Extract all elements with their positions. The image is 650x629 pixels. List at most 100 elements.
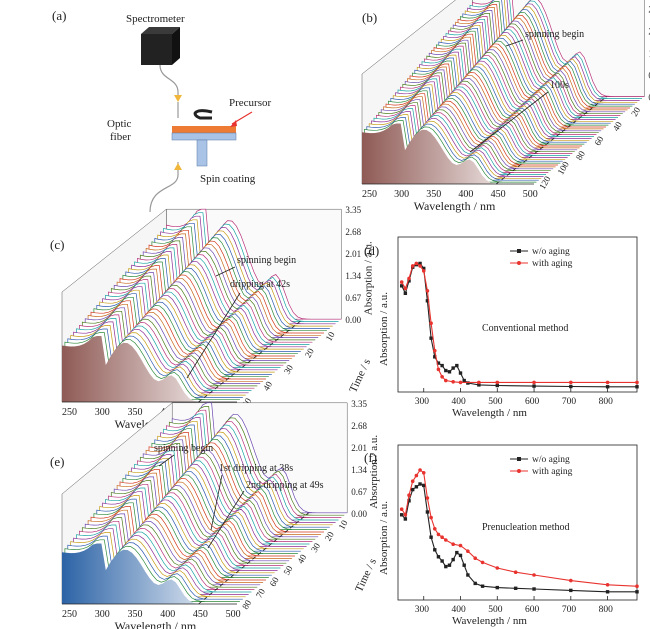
t-tick-label: 10 [336, 518, 349, 531]
annotation: 2nd dripping at 49s [246, 480, 324, 491]
data-point [422, 483, 426, 488]
data-point [403, 286, 408, 291]
x-tick-label: 400 [160, 609, 175, 620]
y-tick-label: 3.35 [351, 399, 367, 409]
data-point [451, 557, 455, 562]
spin-shaft [196, 139, 208, 167]
precursor-pointer-head [230, 120, 237, 127]
legend-label: with aging [532, 259, 573, 269]
annotation: spinning begin [154, 443, 213, 454]
panel-d-method: Conventional method [482, 323, 568, 334]
data-point [410, 479, 415, 484]
data-point [462, 563, 466, 567]
data-point [458, 371, 463, 375]
data-point [414, 485, 419, 489]
annotation-pointer [210, 474, 223, 531]
panel-d-ylabel: Absorption / a.u. [378, 292, 390, 366]
data-point [432, 348, 437, 353]
data-point [605, 583, 610, 587]
x-tick-label: 800 [599, 397, 614, 407]
data-point [403, 291, 408, 296]
panel-f-ylabel: Absorption / a.u. [378, 501, 390, 575]
legend-label: w/o aging [532, 455, 570, 465]
y-tick-label: 0.67 [345, 293, 361, 303]
data-point [440, 363, 444, 368]
annotation-pointer [505, 39, 524, 47]
y-tick-label: 0.67 [648, 71, 650, 81]
x-tick-label: 700 [562, 397, 577, 407]
data-point [399, 507, 404, 512]
data-point [429, 336, 433, 340]
t-tick-label: 60 [592, 134, 605, 147]
data-point [421, 269, 426, 273]
front-spectrum-fill [362, 123, 534, 184]
y-tick-label: 2.68 [648, 5, 650, 15]
data-point [480, 584, 485, 588]
data-point [477, 380, 481, 385]
data-point [433, 548, 437, 552]
panel-d-label: (d) [364, 243, 379, 258]
y-tick-label: 2.01 [648, 27, 650, 37]
panel-e-label: (e) [50, 454, 64, 469]
x-axis-label: Wavelength / nm [115, 619, 197, 629]
y-tick-label: 0.00 [648, 93, 650, 103]
x-tick-label: 350 [127, 407, 142, 418]
x-tick-label: 600 [525, 397, 540, 407]
t-tick-label: 50 [281, 564, 294, 577]
panel-c-label: (c) [50, 237, 64, 252]
t-tick-label: 40 [295, 552, 308, 565]
data-point [444, 368, 448, 373]
data-point [399, 280, 404, 284]
data-point [477, 383, 481, 387]
annotation: 100s [550, 80, 569, 91]
x-tick-label: 600 [525, 605, 540, 615]
x-tick-label: 800 [599, 605, 614, 615]
data-point [455, 363, 459, 368]
t-tick-label: 20 [323, 529, 336, 542]
data-point [407, 276, 411, 281]
legend-label: w/o aging [532, 247, 570, 257]
spin-table [171, 132, 237, 141]
panel-a-label: (a) [52, 8, 66, 23]
x-tick-label: 300 [415, 397, 430, 407]
data-point [495, 566, 500, 570]
spectrometer-label: Spectrometer [126, 13, 185, 25]
data-point [436, 367, 441, 372]
t-tick-label: 10 [324, 330, 337, 343]
data-point [407, 499, 411, 503]
y-axis-label: Absorption / a.u. [368, 435, 380, 509]
annotation-pointer [158, 454, 175, 467]
panel-d: (d) Conventional method Wavelength / nm … [364, 236, 638, 419]
panel-f-label: (f) [364, 450, 377, 465]
y-tick-label: 2.01 [351, 443, 367, 453]
data-point [462, 378, 466, 383]
data-point [403, 513, 408, 517]
data-point [418, 261, 422, 266]
spin-coating-label: Spin coating [200, 173, 256, 185]
front-spectrum-fill [62, 543, 237, 604]
data-point [569, 380, 573, 385]
data-point [447, 563, 452, 567]
data-point [458, 380, 463, 385]
data-point [605, 385, 610, 389]
panel-d-xlabel: Wavelength / nm [452, 407, 527, 419]
data-point [436, 555, 441, 559]
annotation: spinning begin [237, 255, 296, 266]
data-point [451, 379, 455, 384]
y-tick-label: 0.00 [351, 509, 367, 519]
data-point [605, 380, 610, 385]
data-point [440, 535, 444, 539]
data-point [569, 578, 573, 583]
data-point [432, 527, 437, 531]
data-point [569, 384, 573, 389]
panel-f: (f) Prenucleation method Wavelength / nm… [364, 444, 638, 627]
data-point [635, 385, 639, 389]
panel-d-plot: 300 400 500 600 700 800 w/o aging with aging [399, 247, 639, 407]
x-tick-label: 450 [193, 609, 208, 620]
t-tick-label: 20 [303, 346, 316, 359]
t-tick-label: 60 [268, 575, 281, 588]
x-tick-label: 300 [415, 605, 430, 615]
data-point [466, 381, 470, 385]
panel-f-xlabel: Wavelength / nm [452, 615, 527, 627]
